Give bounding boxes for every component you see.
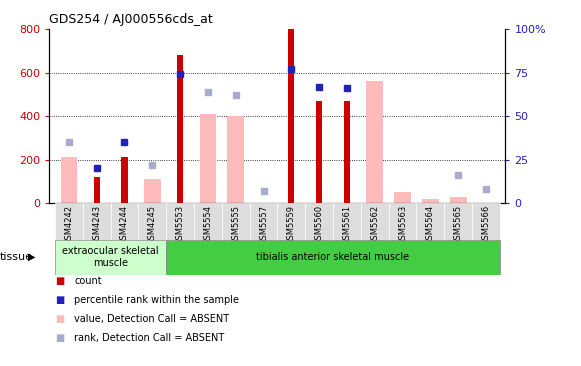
Text: ■: ■: [55, 314, 64, 324]
Text: GSM5561: GSM5561: [342, 205, 352, 245]
Bar: [422, 199, 439, 203]
Text: rank, Detection Call = ABSENT: rank, Detection Call = ABSENT: [74, 333, 225, 343]
Bar: [333, 203, 361, 240]
Bar: [60, 157, 77, 203]
Text: GSM5562: GSM5562: [370, 205, 379, 245]
Bar: [121, 157, 128, 203]
Bar: [222, 203, 250, 240]
Bar: [227, 116, 244, 203]
Text: ■: ■: [55, 276, 64, 286]
Bar: [110, 203, 138, 240]
Bar: [199, 114, 216, 203]
Bar: [394, 192, 411, 203]
Bar: [417, 203, 444, 240]
Text: GSM5554: GSM5554: [203, 205, 213, 245]
Bar: [94, 177, 100, 203]
Text: ▶: ▶: [28, 252, 35, 262]
Text: ■: ■: [55, 295, 64, 305]
Bar: [83, 203, 110, 240]
Text: GSM5555: GSM5555: [231, 205, 240, 245]
Bar: [444, 203, 472, 240]
Bar: [166, 240, 500, 274]
Text: GSM5557: GSM5557: [259, 205, 268, 245]
Text: GDS254 / AJ000556cds_at: GDS254 / AJ000556cds_at: [49, 13, 213, 26]
Bar: [389, 203, 417, 240]
Text: GSM5553: GSM5553: [175, 205, 185, 245]
Bar: [250, 203, 278, 240]
Bar: [166, 203, 194, 240]
Bar: [305, 203, 333, 240]
Bar: [144, 179, 160, 203]
Text: GSM5559: GSM5559: [287, 205, 296, 245]
Bar: [55, 203, 83, 240]
Text: GSM4244: GSM4244: [120, 205, 129, 245]
Text: GSM4245: GSM4245: [148, 205, 157, 245]
Text: GSM4242: GSM4242: [64, 205, 73, 245]
Text: ■: ■: [55, 333, 64, 343]
Text: GSM5560: GSM5560: [315, 205, 324, 245]
Bar: [177, 55, 183, 203]
Text: GSM5563: GSM5563: [398, 205, 407, 245]
Text: tibialis anterior skeletal muscle: tibialis anterior skeletal muscle: [256, 252, 410, 262]
Bar: [316, 101, 322, 203]
Bar: [55, 240, 166, 274]
Text: count: count: [74, 276, 102, 286]
Text: percentile rank within the sample: percentile rank within the sample: [74, 295, 239, 305]
Text: value, Detection Call = ABSENT: value, Detection Call = ABSENT: [74, 314, 229, 324]
Text: tissue: tissue: [0, 252, 33, 262]
Bar: [344, 101, 350, 203]
Bar: [288, 29, 295, 203]
Text: GSM5566: GSM5566: [482, 205, 490, 245]
Bar: [361, 203, 389, 240]
Bar: [138, 203, 166, 240]
Bar: [450, 197, 467, 203]
Text: GSM5564: GSM5564: [426, 205, 435, 245]
Text: extraocular skeletal
muscle: extraocular skeletal muscle: [62, 246, 159, 268]
Bar: [278, 203, 305, 240]
Bar: [472, 203, 500, 240]
Text: GSM4243: GSM4243: [92, 205, 101, 245]
Bar: [194, 203, 222, 240]
Bar: [367, 82, 383, 203]
Text: GSM5565: GSM5565: [454, 205, 462, 245]
